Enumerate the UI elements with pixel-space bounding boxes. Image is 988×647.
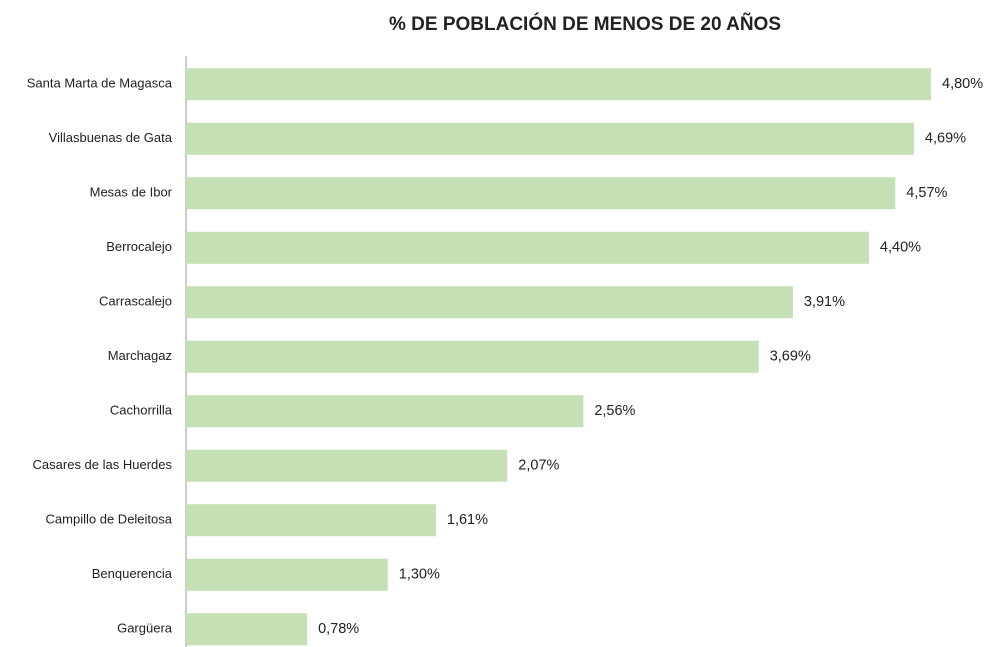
category-label: Cachorrilla [110, 403, 173, 418]
bar [186, 449, 508, 482]
bar [186, 395, 584, 428]
category-label: Marchagaz [108, 348, 172, 363]
category-label: Mesas de Ibor [90, 185, 173, 200]
bar [186, 231, 869, 264]
value-label: 1,30% [399, 567, 440, 583]
bar [186, 286, 793, 319]
bar [186, 558, 388, 591]
category-label: Santa Marta de Magasca [27, 76, 173, 91]
value-label: 4,57% [906, 185, 947, 201]
value-label: 0,78% [318, 621, 359, 637]
bar [186, 613, 308, 646]
category-label: Casares de las Huerdes [33, 457, 173, 472]
category-label: Carrascalejo [99, 294, 172, 309]
value-label: 2,56% [594, 403, 635, 419]
bar [186, 504, 436, 537]
value-label: 4,69% [925, 131, 966, 147]
value-label: 3,91% [804, 294, 845, 310]
value-label: 4,40% [880, 240, 921, 256]
category-label: Benquerencia [92, 566, 173, 581]
bar [186, 177, 896, 210]
value-label: 2,07% [518, 458, 559, 474]
category-label: Villasbuenas de Gata [49, 130, 173, 145]
bar [186, 340, 759, 373]
bar [186, 68, 931, 101]
bar [186, 122, 914, 155]
category-label: Campillo de Deleitosa [46, 512, 173, 527]
value-label: 4,80% [942, 76, 983, 92]
value-label: 1,61% [447, 512, 488, 528]
category-label: Gargüera [117, 621, 173, 636]
category-label: Berrocalejo [106, 239, 172, 254]
value-label: 3,69% [770, 349, 811, 365]
chart-title: % DE POBLACIÓN DE MENOS DE 20 AÑOS [389, 13, 781, 35]
